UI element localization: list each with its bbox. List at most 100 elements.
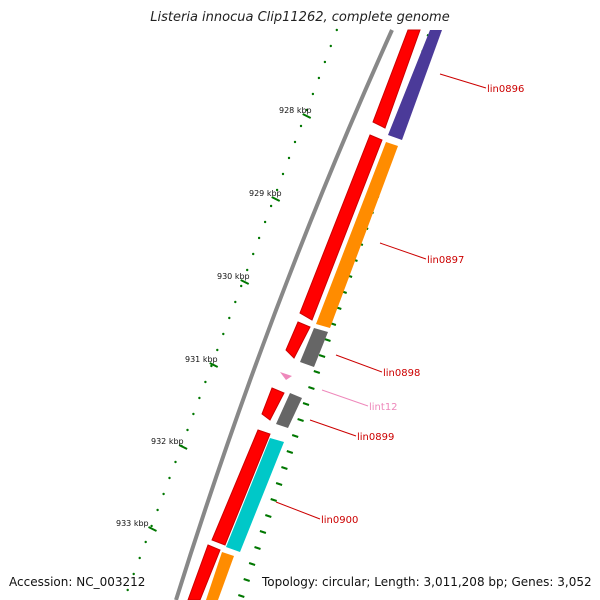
strand-dash [248,562,256,566]
genome-summary-text: Topology: circular; Length: 3,011,208 bp… [262,575,592,589]
scale-tick [271,196,281,202]
scale-dot [132,572,135,576]
feature-label-lin0900: lin0900 [321,515,358,526]
scale-dot [335,28,338,32]
accession-text: Accession: NC_003212 [9,575,146,589]
kbp-label: 928 kbp [279,106,312,115]
scale-dot [293,140,297,144]
strand-dash [302,402,310,406]
scale-tick [209,362,219,368]
reverse-cds-block [206,552,234,600]
strand-dash [313,370,321,374]
feature-label-lin0899: lin0899 [357,432,394,443]
scale-dot [192,412,195,416]
scale-ticks [148,113,312,532]
kbp-label: 932 kbp [151,437,184,446]
feature-label-lin0896: lin0896 [487,84,524,95]
scale-dot [198,396,201,400]
scale-dot [168,476,171,480]
forward-cds-block [211,429,271,546]
feature-label-lint12: lint12 [369,402,398,413]
scale-dot [156,508,159,512]
scale-dots [126,28,338,592]
scale-tick [178,444,188,450]
scale-dot [269,204,273,208]
strand-dash [237,594,245,598]
scale-dot [263,220,267,224]
forward-cds-block [187,544,221,600]
scale-dot [281,172,285,176]
scale-dot [299,124,303,128]
strand-dash [318,354,326,358]
strand-dash [254,546,261,550]
scale-dot [174,460,177,464]
forward-cds-block [299,134,383,321]
strand-dash [264,514,272,518]
scale-tick [148,526,157,532]
scale-dot [186,428,189,432]
kbp-label: 933 kbp [116,519,149,528]
scale-dot [246,268,249,272]
scale-dot [216,348,219,352]
strand-dash [324,338,331,342]
kbp-label: 930 kbp [217,272,250,281]
scale-dot [311,92,315,96]
feature-lin0897-block [316,142,398,328]
forward-strand [187,29,421,600]
kbp-labels: 928 kbp 929 kbp 930 kbp 931 kbp 932 kbp … [116,106,312,528]
scale-dot [144,540,147,544]
feature-lin0896-block [388,30,442,140]
scale-dot [305,108,309,112]
scale-dot [323,60,327,64]
feature-label-lin0897: lin0897 [427,255,464,266]
kbp-label: 931 kbp [185,355,218,364]
scale-dot [222,332,225,336]
scale-dot [228,316,231,320]
scale-dot [150,524,153,528]
strand-dash [281,466,288,470]
strand-dash [270,498,278,502]
callout-line [439,73,487,89]
strand-dash [297,418,304,422]
reverse-strand [206,30,442,600]
strand-dash [259,530,267,534]
scale-dot [234,300,237,304]
scale-dot [210,364,213,368]
strand-dash [286,450,294,454]
kbp-label: 929 kbp [249,189,282,198]
scale-dot [317,76,321,80]
strand-dash [291,434,299,438]
strand-dash [275,482,283,486]
scale-dot [126,588,129,592]
feature-lin0899-block [276,393,302,428]
feature-lin0898-block [300,328,328,367]
scale-dot [257,236,261,240]
scale-dot [204,380,207,384]
feature-label-lin0898: lin0898 [383,368,420,379]
scale-dot [240,284,243,288]
scale-tick [240,279,250,285]
scale-dot [287,156,291,160]
genome-backbone [174,29,394,600]
feature-lin0900-block [226,438,284,552]
callout-line [309,419,357,437]
map-title: Listeria innocua Clip11262, complete gen… [150,10,450,25]
scale-tick [302,113,312,119]
strand-dash [243,578,251,582]
scale-dot [329,44,332,48]
callout-line [335,354,383,373]
feature-lint12-mark [280,372,292,380]
scale-dot [138,556,141,560]
callout-line [321,389,369,407]
forward-cds-block [285,321,311,359]
forward-cds-block [261,387,285,421]
callout-line [275,501,321,520]
scale-dot [162,492,165,496]
callout-line [379,242,427,260]
feature-labels: lin0896 lin0897 lin0898 lint12 lin0899 l… [275,73,524,526]
strand-dash [308,386,315,390]
scale-dot [252,252,255,256]
forward-cds-block [372,29,421,129]
scale-dot [275,188,279,192]
